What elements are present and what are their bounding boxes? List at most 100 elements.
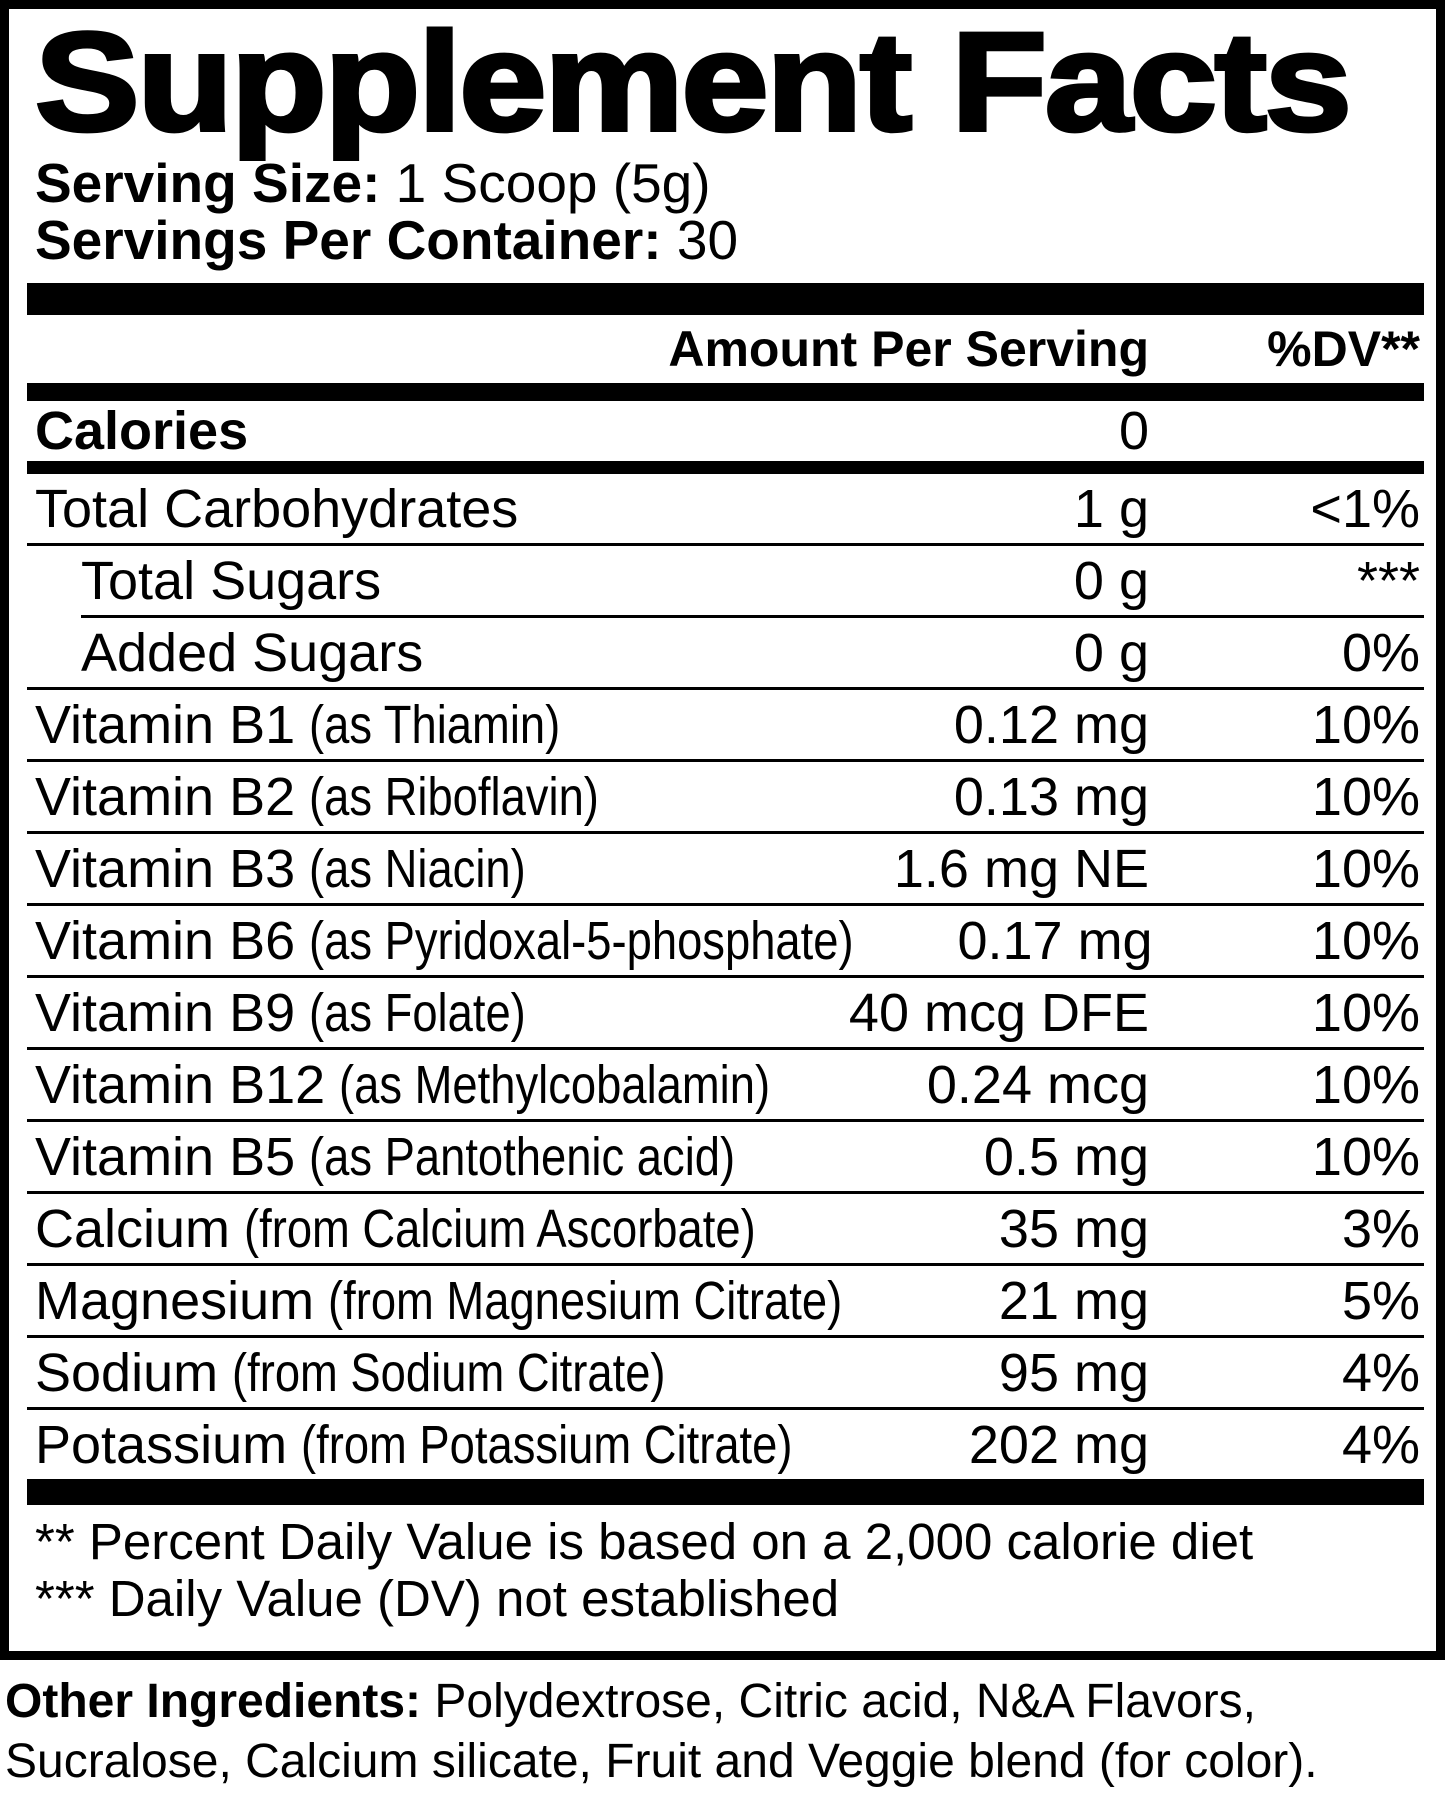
nutrient-row: Added Sugars 0 g 0%	[35, 618, 1420, 687]
nutrient-amount: 40 mcg DFE	[848, 982, 1149, 1043]
divider-thick-top	[27, 283, 1424, 315]
other-ingredients-line-2: Sucralose, Calcium silicate, Fruit and V…	[5, 1735, 1318, 1788]
nutrient-amount: 0 g	[1073, 622, 1149, 683]
nutrient-detail: (from Sodium Citrate)	[232, 1342, 666, 1403]
nutrient-detail: (as Methylcobalamin)	[339, 1054, 771, 1115]
nutrient-name: Total Sugars	[81, 550, 382, 611]
row-divider	[27, 831, 1424, 834]
serving-size-value: 1 Scoop (5g)	[395, 152, 711, 214]
nutrient-row: Total Carbohydrates 1 g <1%	[35, 474, 1420, 543]
nutrient-amount: 0.17 mg	[957, 910, 1153, 971]
footnote-daily-value: ** Percent Daily Value is based on a 2,0…	[35, 1513, 1254, 1570]
servings-per-container-row: Servings Per Container: 30	[35, 212, 1420, 269]
nutrient-row: Calcium (from Calcium Ascorbate) 35 mg 3%	[35, 1194, 1420, 1263]
nutrient-detail: (from Potassium Citrate)	[301, 1414, 793, 1475]
nutrient-detail: (as Pyridoxal-5-phosphate)	[309, 910, 854, 971]
panel-title: Supplement Facts	[33, 3, 1354, 160]
nutrient-detail: (as Thiamin)	[309, 694, 561, 755]
nutrient-dv: 10%	[1311, 982, 1420, 1043]
row-divider	[27, 1119, 1424, 1122]
row-divider	[27, 461, 1424, 474]
nutrient-dv: 10%	[1311, 1054, 1420, 1115]
supplement-facts-panel: Supplement Facts Serving Size: 1 Scoop (…	[0, 0, 1445, 1660]
nutrient-amount: 1 g	[1073, 478, 1149, 539]
serving-size-label: Serving Size:	[35, 152, 381, 214]
nutrient-dv: 10%	[1311, 694, 1420, 755]
nutrient-name: Total Carbohydrates	[35, 478, 519, 539]
nutrient-detail: (as Riboflavin)	[309, 766, 600, 827]
nutrient-row: Vitamin B12 (as Methylcobalamin) 0.24 mcg…	[35, 1050, 1420, 1119]
row-divider	[27, 1335, 1424, 1338]
nutrient-amount: 0.12 mg	[953, 694, 1149, 755]
nutrient-name: Potassium	[35, 1414, 288, 1475]
nutrient-name: Vitamin B9	[35, 982, 296, 1043]
nutrient-dv: 10%	[1311, 766, 1420, 827]
nutrient-dv: 4%	[1341, 1414, 1420, 1475]
nutrient-detail: (from Magnesium Citrate)	[328, 1270, 843, 1331]
nutrient-dv: 0%	[1341, 622, 1420, 683]
nutrient-dv: 10%	[1311, 910, 1420, 971]
row-divider	[27, 759, 1424, 762]
percent-dv-header: %DV**	[1267, 321, 1420, 377]
nutrient-row: Potassium (from Potassium Citrate) 202 mg…	[35, 1410, 1420, 1479]
nutrient-row: Magnesium (from Magnesium Citrate) 21 mg …	[35, 1266, 1420, 1335]
row-divider	[27, 1407, 1424, 1410]
nutrient-name: Vitamin B1	[35, 694, 296, 755]
nutrient-amount: 0 g	[1073, 550, 1149, 611]
nutrient-detail: (as Niacin)	[309, 838, 526, 899]
amount-per-serving-header: Amount Per Serving	[668, 321, 1149, 377]
nutrient-row: Vitamin B1 (as Thiamin) 0.12 mg 10%	[35, 690, 1420, 759]
nutrient-dv: 3%	[1341, 1198, 1420, 1259]
nutrient-row: Vitamin B5 (as Pantothenic acid) 0.5 mg 1…	[35, 1122, 1420, 1191]
other-ingredients: Other Ingredients: Polydextrose, Citric …	[0, 1672, 1445, 1792]
nutrient-amount: 35 mg	[998, 1198, 1149, 1259]
nutrient-row: Vitamin B2 (as Riboflavin) 0.13 mg 10%	[35, 762, 1420, 831]
other-ingredients-line-1: Other Ingredients: Polydextrose, Citric …	[5, 1672, 1445, 1732]
nutrient-name: Vitamin B12	[35, 1054, 326, 1115]
nutrient-name: Calcium	[35, 1198, 231, 1259]
nutrient-name: Vitamin B6	[35, 910, 296, 971]
nutrient-detail: (as Folate)	[309, 982, 526, 1043]
nutrient-name: Vitamin B2	[35, 766, 296, 827]
nutrient-dv: 10%	[1311, 838, 1420, 899]
footnote-dv-not-established: *** Daily Value (DV) not established	[35, 1570, 840, 1627]
nutrient-name: Calories	[35, 401, 249, 461]
nutrient-name: Vitamin B3	[35, 838, 296, 899]
facts-table-body: Calories 0 Total Carbohydrates 1 g <1% T…	[27, 401, 1424, 1479]
row-divider	[27, 975, 1424, 978]
nutrient-row: Vitamin B9 (as Folate) 40 mcg DFE 10%	[35, 978, 1420, 1047]
row-divider	[27, 1191, 1424, 1194]
footnotes: ** Percent Daily Value is based on a 2,0…	[35, 1513, 1420, 1627]
nutrient-amount: 0.24 mcg	[926, 1054, 1149, 1115]
nutrient-name: Sodium	[35, 1342, 219, 1403]
row-divider	[27, 543, 1424, 546]
divider-thick-bottom	[27, 1479, 1424, 1505]
row-divider	[81, 615, 1424, 618]
nutrient-row: Vitamin B6 (as Pyridoxal-5-phosphate) 0.1…	[35, 906, 1420, 975]
divider-header	[27, 383, 1424, 401]
nutrient-dv: 5%	[1341, 1270, 1420, 1331]
nutrient-dv: <1%	[1310, 478, 1420, 539]
nutrient-name: Added Sugars	[81, 622, 424, 683]
nutrient-dv: 10%	[1311, 1126, 1420, 1187]
other-ingredients-label: Other Ingredients:	[5, 1675, 422, 1728]
nutrient-name: Magnesium	[35, 1270, 315, 1331]
nutrient-name: Vitamin B5	[35, 1126, 296, 1187]
row-divider	[27, 687, 1424, 690]
row-divider	[27, 1263, 1424, 1266]
serving-size-row: Serving Size: 1 Scoop (5g)	[35, 155, 1420, 212]
nutrient-amount: 0	[1118, 401, 1149, 461]
nutrient-amount: 0.5 mg	[983, 1126, 1149, 1187]
other-ingredients-text-1: Polydextrose, Citric acid, N&A Flavors,	[434, 1675, 1256, 1728]
nutrient-dv: ***	[1356, 550, 1420, 611]
nutrient-amount: 21 mg	[998, 1270, 1149, 1331]
table-header-row: Amount Per Serving %DV**	[35, 315, 1420, 383]
row-divider	[27, 903, 1424, 906]
nutrient-amount: 1.6 mg NE	[893, 838, 1149, 899]
servings-per-container-label: Servings Per Container:	[35, 209, 662, 271]
nutrient-row: Total Sugars 0 g ***	[35, 546, 1420, 615]
nutrient-amount: 95 mg	[998, 1342, 1149, 1403]
nutrient-amount: 202 mg	[968, 1414, 1149, 1475]
servings-per-container-value: 30	[676, 209, 739, 271]
